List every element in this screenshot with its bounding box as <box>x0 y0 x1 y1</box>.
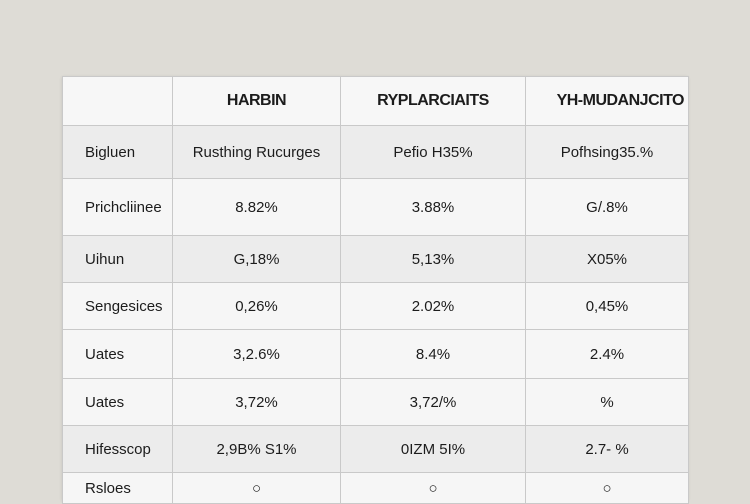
table-cell: 0IZM 5I% <box>340 425 526 473</box>
data-table: HARBIN RYPLARCIAITS YH-MUDANJCITO Biglue… <box>62 76 689 504</box>
table-row: Prichcliinee 8.82% 3.88% G/.8% <box>62 178 689 236</box>
table-row: Uihun G,18% 5,13% X05% <box>62 235 689 283</box>
table-cell: 2.02% <box>340 282 526 330</box>
row-label: Uates <box>62 329 173 379</box>
table-row: Rsloes ○ ○ ○ <box>62 472 689 504</box>
table-header-row: HARBIN RYPLARCIAITS YH-MUDANJCITO <box>62 76 689 126</box>
table-cell: 3,72% <box>172 378 341 426</box>
table-cell: 3,2.6% <box>172 329 341 379</box>
table-cell: 2.7- % <box>525 425 689 473</box>
table-cell: 0,26% <box>172 282 341 330</box>
header-cell-empty <box>62 76 173 126</box>
table-row: Hifesscop 2,9B% S1% 0IZM 5I% 2.7- % <box>62 425 689 473</box>
table-cell: 0,45% <box>525 282 689 330</box>
table-cell: 2.4% <box>525 329 689 379</box>
row-label: Uihun <box>62 235 173 283</box>
table-row: Uates 3,2.6% 8.4% 2.4% <box>62 329 689 379</box>
header-cell-harbin: HARBIN <box>172 76 341 126</box>
table-cell: Rusthing Rucurges <box>172 125 341 179</box>
table-row: Bigluen Rusthing Rucurges Pefio H35% Pof… <box>62 125 689 179</box>
table-cell: Pofhsing35.% <box>525 125 689 179</box>
row-label: Prichcliinee <box>62 178 173 236</box>
table-cell: G/.8% <box>525 178 689 236</box>
table-cell: % <box>525 378 689 426</box>
header-cell-col3: YH-MUDANJCITO <box>525 76 689 126</box>
row-label: Rsloes <box>62 472 173 504</box>
header-cell-col2: RYPLARCIAITS <box>340 76 526 126</box>
table-cell: G,18% <box>172 235 341 283</box>
row-label: Sengesices <box>62 282 173 330</box>
table-row: Sengesices 0,26% 2.02% 0,45% <box>62 282 689 330</box>
table-cell: X05% <box>525 235 689 283</box>
table-cell: 5,13% <box>340 235 526 283</box>
table-cell: ○ <box>525 472 689 504</box>
row-label: Bigluen <box>62 125 173 179</box>
table-cell: 8.82% <box>172 178 341 236</box>
table-cell: 2,9B% S1% <box>172 425 341 473</box>
table-cell: 3,72/% <box>340 378 526 426</box>
data-table-sheet: HARBIN RYPLARCIAITS YH-MUDANJCITO Biglue… <box>62 76 689 504</box>
row-label: Uates <box>62 378 173 426</box>
table-cell: Pefio H35% <box>340 125 526 179</box>
table-cell: ○ <box>340 472 526 504</box>
table-cell: 3.88% <box>340 178 526 236</box>
table-cell: 8.4% <box>340 329 526 379</box>
table-row: Uates 3,72% 3,72/% % <box>62 378 689 426</box>
row-label: Hifesscop <box>62 425 173 473</box>
table-cell: ○ <box>172 472 341 504</box>
